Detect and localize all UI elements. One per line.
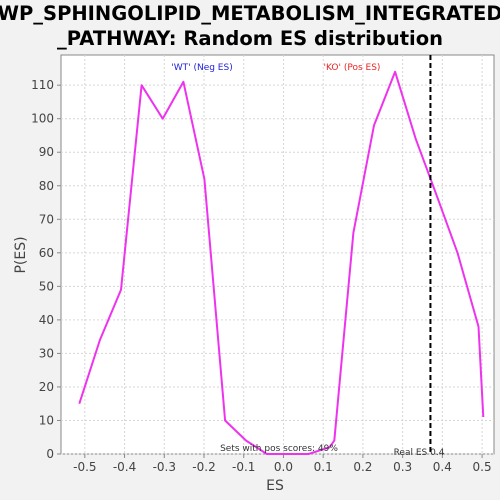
y-tick-label: 50 [39,279,54,293]
y-tick-layer: 0 10 20 30 40 50 60 70 80 90 100 110 [31,78,61,461]
real-es-label: Real ES 0.4 [394,448,445,458]
series-layer [78,70,485,455]
y-tick-label: 20 [39,380,54,394]
y-tick-label: 40 [39,313,54,327]
grid-layer [61,55,494,455]
x-tick-label: 0.4 [433,460,452,474]
x-tick-label: 0.0 [274,460,293,474]
y-tick-label: 110 [31,78,54,92]
y-tick-label: 60 [39,246,54,260]
x-tick-label: 0.5 [473,460,492,474]
chart-title-line2: _PATHWAY: Random ES distribution [57,27,443,50]
x-tick-label: -0.2 [192,460,215,474]
x-tick-label: -0.4 [113,460,136,474]
y-tick-label: 30 [39,346,54,360]
pos-es-label: 'KO' (Pos ES) [324,63,381,73]
plot-area [60,54,495,455]
x-tick-label: 0.1 [314,460,333,474]
x-tick-layer: -0.5 -0.4 -0.3 -0.2 -0.1 0.0 0.1 0.2 0.3 0.4 0.5 [73,454,492,474]
x-tick-label: -0.3 [153,460,176,474]
x-tick-label: 0.3 [393,460,412,474]
y-tick-label: 10 [39,413,54,427]
y-tick-label: 80 [39,179,54,193]
y-tick-label: 90 [39,145,54,159]
x-tick-label: -0.5 [73,460,96,474]
chart-title-line1: WP_SPHINGOLIPID_METABOLISM_INTEGRATED [0,2,500,25]
pos-scores-label: Sets with pos scores: 49% [220,444,338,454]
x-tick-label: -0.1 [232,460,255,474]
y-tick-label: 0 [46,447,54,461]
neg-es-label: 'WT' (Neg ES) [171,63,232,73]
y-axis-label: P(ES) [13,236,29,273]
y-tick-label: 100 [31,112,54,126]
x-tick-label: 0.2 [353,460,372,474]
es-distribution-line [78,70,485,455]
x-axis-label: ES [266,478,284,494]
y-tick-label: 70 [39,212,54,226]
